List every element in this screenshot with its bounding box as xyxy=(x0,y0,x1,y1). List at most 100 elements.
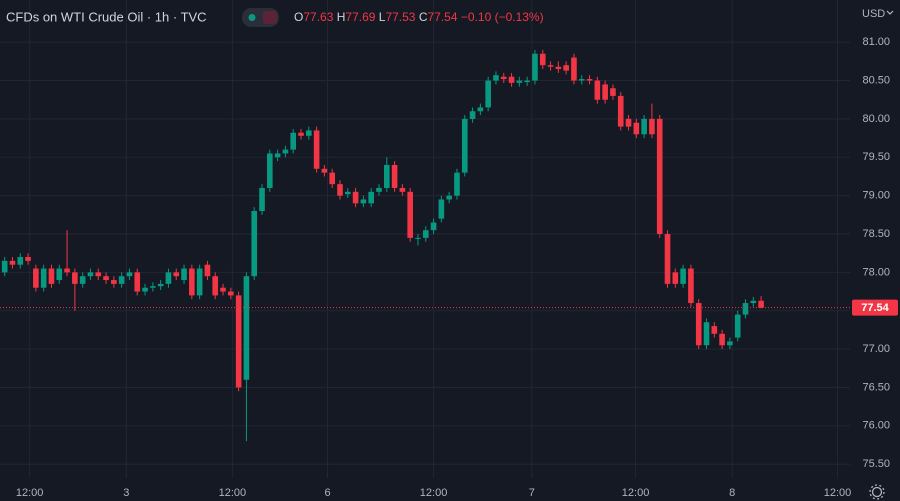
candle-body xyxy=(181,268,187,281)
candle-body xyxy=(742,303,749,315)
candle-body xyxy=(750,300,757,304)
candle-body xyxy=(111,280,117,284)
candle-body xyxy=(243,276,250,380)
y-tick-label: 78.50 xyxy=(862,228,890,240)
candle-body xyxy=(220,287,226,292)
candle-body xyxy=(368,191,374,204)
candle-body xyxy=(251,210,258,277)
candle-body xyxy=(344,191,351,195)
candle-body xyxy=(290,132,297,150)
candle-body xyxy=(321,168,328,173)
candle-body xyxy=(758,300,764,308)
price-label: 77.54 xyxy=(861,302,889,314)
candle-body xyxy=(391,164,398,188)
y-tick-label: 77.00 xyxy=(862,343,890,355)
candle-body xyxy=(282,149,289,154)
candle-body xyxy=(150,286,156,288)
candle-body xyxy=(555,66,562,70)
legend-toggle[interactable] xyxy=(242,8,279,27)
y-tick-label: 80.50 xyxy=(862,74,890,86)
candle-body xyxy=(446,195,452,200)
candle-body xyxy=(422,230,429,238)
x-tick-label: 12:00 xyxy=(420,487,448,499)
candle-body xyxy=(594,80,601,100)
candle-body xyxy=(228,291,234,296)
candle-body xyxy=(103,276,109,281)
candle-body xyxy=(711,326,718,334)
candle-body xyxy=(493,75,499,81)
candle-body xyxy=(734,314,741,338)
candle-body xyxy=(727,341,733,346)
candle-body xyxy=(664,234,671,284)
candle-body xyxy=(95,272,102,277)
candle-body xyxy=(672,272,679,284)
candle-body xyxy=(516,80,523,83)
candle-body xyxy=(376,187,382,192)
candle-body xyxy=(157,283,164,287)
x-tick-label: 12:00 xyxy=(16,487,44,499)
candle-body xyxy=(173,272,180,277)
candle-body xyxy=(313,130,320,169)
toggle-icon xyxy=(263,11,277,24)
candle-body xyxy=(9,260,16,265)
candle-body xyxy=(212,276,219,296)
candle-body xyxy=(399,187,406,192)
candle-body xyxy=(586,79,593,81)
x-tick-label: 7 xyxy=(529,487,535,499)
gear[interactable] xyxy=(871,486,883,498)
candle-body xyxy=(454,172,460,196)
candle-body xyxy=(680,268,686,284)
candle-body xyxy=(477,107,484,112)
ohlc-value: 77.69 xyxy=(345,10,375,24)
candle-body xyxy=(625,118,632,127)
candle-body xyxy=(383,164,390,188)
currency[interactable]: USD xyxy=(862,8,885,20)
x-tick-label: 3 xyxy=(123,487,129,499)
candle-body xyxy=(352,191,359,204)
candle-body xyxy=(539,53,546,66)
candle-body xyxy=(189,268,195,296)
candle-body xyxy=(641,118,647,135)
candle-body xyxy=(298,132,304,136)
candle-body xyxy=(571,57,577,81)
y-tick-label: 79.50 xyxy=(862,151,890,163)
candle-body xyxy=(329,172,336,185)
candle-body xyxy=(134,272,141,292)
candle-body xyxy=(196,268,203,296)
x-tick-label: 12:00 xyxy=(824,487,852,499)
y-tick-label: 79.00 xyxy=(862,190,890,202)
candle-body xyxy=(563,65,569,71)
candle-body xyxy=(165,272,172,284)
candle-body xyxy=(259,187,265,211)
y-tick-label: 75.50 xyxy=(862,458,890,470)
candle-body xyxy=(633,122,640,135)
settings-icon[interactable] xyxy=(869,484,885,500)
candle-body xyxy=(415,237,421,239)
currency-caret xyxy=(886,10,894,15)
candle-body xyxy=(407,191,413,238)
change: −0.10 (−0.13%) xyxy=(461,10,544,24)
grid xyxy=(0,0,850,478)
candle-body xyxy=(118,276,125,284)
candle-body xyxy=(360,199,367,204)
x-tick-label: 12:00 xyxy=(219,487,247,499)
candle-body xyxy=(617,95,624,127)
candle-body xyxy=(17,257,24,265)
candle-body xyxy=(142,287,148,292)
candle-body xyxy=(688,268,694,304)
candle-body xyxy=(79,276,86,284)
candle-body xyxy=(235,295,242,388)
x-tick-label: 12:00 xyxy=(622,487,650,499)
candle-body xyxy=(461,118,468,173)
candle-body xyxy=(40,268,47,288)
candle-body xyxy=(430,222,437,231)
price-label-bg xyxy=(852,299,898,316)
candles xyxy=(0,49,850,442)
candle-body xyxy=(1,260,8,273)
candle-body xyxy=(500,76,507,80)
candle-body xyxy=(485,80,491,108)
y-tick-label: 76.50 xyxy=(862,381,890,393)
ohlc-value: 77.63 xyxy=(303,10,333,24)
candle-body xyxy=(33,268,39,288)
candle-body xyxy=(72,272,78,284)
